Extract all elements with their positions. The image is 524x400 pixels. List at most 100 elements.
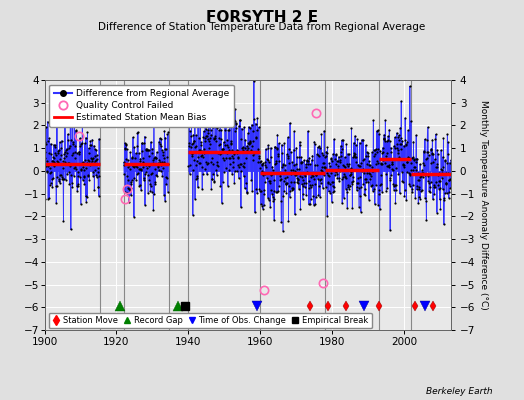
Point	[133, 171, 141, 178]
Point	[393, 145, 401, 152]
Point	[231, 128, 239, 134]
Point	[400, 186, 409, 193]
Point	[46, 165, 54, 172]
Point	[148, 146, 157, 152]
Point	[120, 161, 128, 168]
Point	[245, 140, 254, 146]
Point	[374, 127, 382, 134]
Point	[419, 174, 427, 180]
Point	[54, 158, 62, 165]
Point	[427, 178, 435, 185]
Point	[436, 206, 445, 212]
Point	[127, 185, 135, 191]
Point	[84, 145, 93, 152]
Point	[138, 140, 146, 146]
Point	[239, 173, 248, 180]
Point	[50, 142, 59, 148]
Point	[319, 185, 327, 191]
Point	[445, 189, 454, 196]
Point	[65, 180, 73, 187]
Point	[130, 144, 139, 150]
Point	[443, 159, 451, 166]
Point	[282, 181, 290, 188]
Point	[328, 198, 336, 205]
Point	[89, 158, 97, 164]
Point	[336, 149, 345, 155]
Point	[93, 151, 101, 158]
Point	[201, 166, 210, 172]
Point	[51, 150, 60, 156]
Point	[435, 196, 444, 203]
Point	[228, 153, 237, 159]
Point	[144, 147, 152, 154]
Point	[43, 138, 52, 144]
Point	[309, 173, 317, 180]
Point	[144, 190, 152, 196]
Point	[53, 158, 61, 164]
Point	[78, 140, 86, 146]
Point	[210, 135, 218, 142]
Point	[258, 202, 267, 209]
Point	[148, 160, 157, 166]
Point	[71, 142, 80, 149]
Point	[307, 174, 315, 180]
Point	[363, 161, 371, 168]
Point	[283, 174, 291, 180]
Point	[333, 175, 342, 182]
Point	[134, 170, 142, 176]
Point	[193, 157, 202, 164]
Point	[433, 147, 442, 154]
Point	[381, 160, 389, 166]
Point	[147, 149, 156, 156]
Point	[292, 144, 300, 151]
Point	[316, 194, 324, 200]
Point	[81, 140, 89, 146]
Point	[266, 154, 275, 161]
Point	[236, 161, 244, 167]
Point	[197, 142, 205, 148]
Point	[239, 162, 247, 169]
Point	[293, 178, 302, 185]
Point	[398, 162, 407, 168]
Point	[195, 146, 204, 153]
Point	[133, 143, 141, 150]
Point	[409, 167, 418, 174]
Point	[164, 129, 172, 135]
Point	[371, 147, 379, 154]
Point	[365, 196, 373, 203]
Point	[71, 128, 80, 134]
Point	[45, 135, 53, 142]
Point	[310, 138, 319, 145]
Point	[298, 174, 306, 181]
Point	[378, 188, 386, 195]
Point	[125, 186, 133, 192]
Point	[318, 164, 326, 170]
Point	[94, 168, 102, 175]
Point	[208, 155, 216, 162]
Point	[388, 166, 396, 172]
Point	[335, 178, 343, 184]
Point	[235, 175, 243, 181]
Point	[79, 174, 88, 180]
Point	[150, 190, 158, 197]
Point	[129, 214, 138, 220]
Point	[141, 171, 149, 177]
Point	[423, 124, 432, 130]
Point	[72, 183, 81, 189]
Point	[200, 150, 209, 156]
Point	[262, 164, 270, 170]
Point	[367, 182, 375, 189]
Point	[67, 226, 75, 232]
Point	[346, 172, 354, 179]
Point	[310, 141, 319, 147]
Point	[242, 190, 250, 196]
Point	[359, 155, 368, 162]
Point	[303, 158, 312, 164]
Point	[403, 169, 411, 175]
Point	[236, 136, 245, 142]
Point	[257, 168, 266, 174]
Point	[258, 161, 266, 168]
Point	[70, 164, 79, 170]
Point	[58, 176, 67, 182]
Point	[442, 181, 450, 188]
